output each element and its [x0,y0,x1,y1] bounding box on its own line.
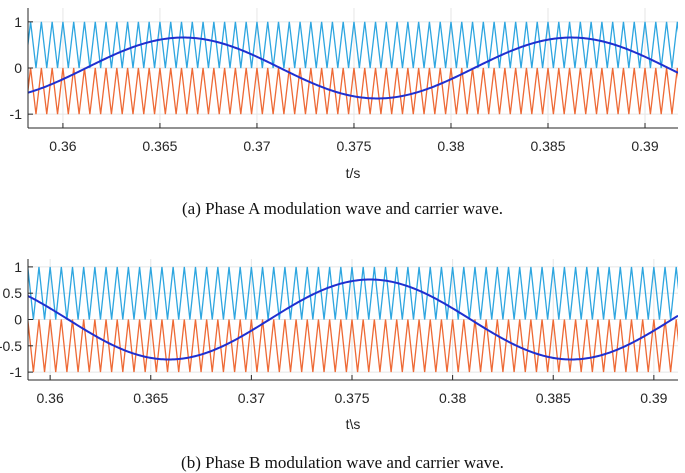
chart-b-xtick-label-4: 0.38 [439,390,466,406]
chart-b-series-carrier-upper [28,266,678,320]
caption-a: (a) Phase A modulation wave and carrier … [182,199,503,218]
chart-b-ytick-label-3: -0.5 [0,338,22,354]
chart-a-xtick-label-2: 0.37 [243,138,270,154]
chart-a-series-carrier-upper [28,21,678,69]
chart-a-series-carrier-lower [28,67,678,115]
chart-b-ytick-label-0: 1 [14,259,22,275]
chart-b-xtick-label-5: 0.385 [536,390,571,406]
chart-panel-a: 0.36 0.365 0.37 0.375 0.38 0.385 0.39 1 0 -1 t/s [0,0,685,236]
chart-b-xtick-label-6: 0.39 [640,390,667,406]
chart-a-xtick-label-5: 0.385 [530,138,565,154]
chart-b-series-modulation [28,278,678,361]
chart-b-xtick-label-1: 0.365 [133,390,168,406]
chart-a-xtick-label-0: 0.36 [49,138,76,154]
chart-a-ytick-label-0: 1 [14,14,22,30]
chart-a-xtick-label-4: 0.38 [437,138,464,154]
chart-b-plot-area [28,266,678,373]
chart-a-ytick-label-1: 0 [14,60,22,76]
chart-panel-b: 0.36 0.365 0.37 0.375 0.38 0.385 0.39 1 0.5 0 -0.5… [0,236,685,473]
chart-a-ytick-label-2: -1 [10,106,23,122]
chart-b-ytick-label-4: -1 [10,364,23,380]
chart-b-ytick-label-1: 0.5 [3,285,23,301]
chart-a-xlabel: t/s [346,165,361,181]
chart-a-xtick-label-3: 0.375 [336,138,371,154]
chart-b-xtick-label-3: 0.375 [334,390,369,406]
chart-a-plot-area [28,21,678,115]
chart-a: 0.36 0.365 0.37 0.375 0.38 0.385 0.39 1 0 -1 t/s [10,8,678,181]
chart-b: 0.36 0.365 0.37 0.375 0.38 0.385 0.39 1 0.5 0 -0.5… [0,259,678,432]
chart-a-xtick-label-1: 0.365 [142,138,177,154]
chart-b-ytick-label-2: 0 [14,312,22,328]
chart-b-series-carrier-lower [28,319,678,373]
chart-a-series-modulation [28,36,678,100]
chart-b-xlabel: t\s [346,416,361,432]
chart-a-xtick-label-6: 0.39 [631,138,658,154]
caption-b: (b) Phase B modulation wave and carrier … [181,453,504,472]
chart-b-xtick-label-0: 0.36 [37,390,64,406]
chart-b-xtick-label-2: 0.37 [238,390,265,406]
